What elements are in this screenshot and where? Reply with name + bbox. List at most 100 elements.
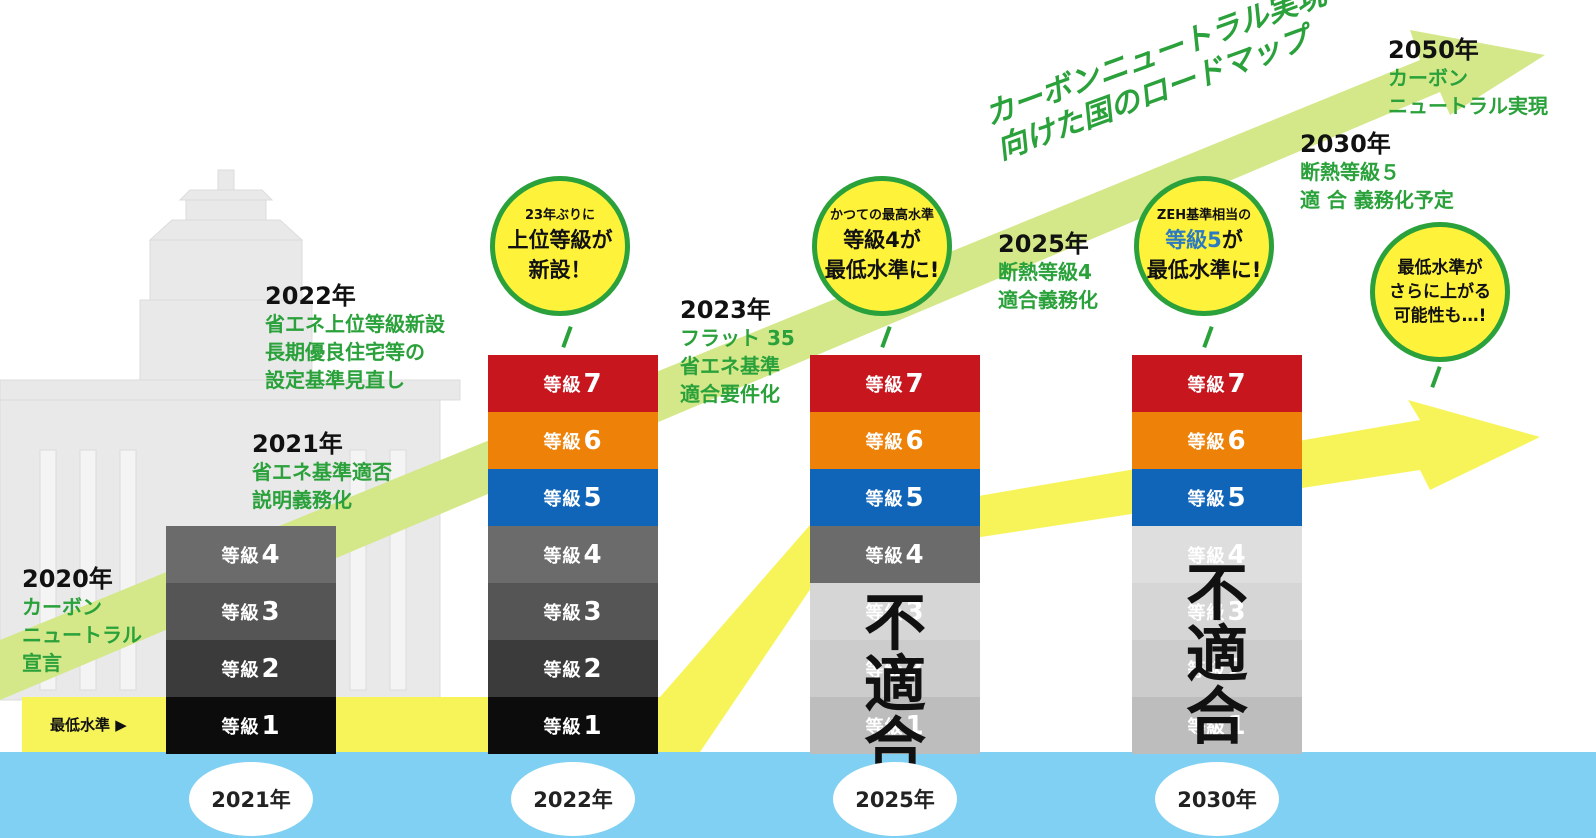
bubble-line: 等級4が — [843, 228, 921, 252]
bubble-line: 23年ぶりに — [524, 208, 596, 223]
grade-word: 等級 — [1187, 716, 1226, 738]
bubble-2022: 23年ぶりに 上位等級が 新設！ — [490, 176, 630, 316]
milestone-line: ニュートラル — [22, 623, 142, 647]
grade-word: 等級 — [1187, 545, 1226, 567]
grade-number: 4 — [583, 539, 603, 570]
grade-4-block: 等級 4 — [488, 526, 658, 583]
grade-word: 等級 — [543, 488, 582, 510]
grade-word: 等級 — [1187, 488, 1226, 510]
grade-number: 4 — [905, 539, 925, 570]
grade-1-block: 等級 1 — [488, 697, 658, 754]
grade-number: 5 — [905, 482, 925, 513]
grade-word: 等級 — [865, 659, 904, 681]
grade-5-block: 等級 5 — [810, 469, 980, 526]
milestone-line: 断熱等級4 — [998, 260, 1092, 284]
grade-1-block: 等級 1 — [166, 697, 336, 754]
milestone-line: カーボン — [1388, 66, 1468, 90]
grade-3-block-faded: 等級 3 — [1132, 583, 1302, 640]
grade-2-block: 等級 2 — [166, 640, 336, 697]
grade-word: 等級 — [543, 602, 582, 624]
grade-2-block-faded: 等級 2 — [810, 640, 980, 697]
grade-number: 3 — [905, 596, 925, 627]
grade-word: 等級 — [865, 602, 904, 624]
bubble-2030: ZEH基準相当の 等級5が 最低水準に! — [1134, 176, 1274, 316]
milestone-line: 省エネ上位等級新設 — [265, 312, 445, 336]
milestone-2021: 2021年 省エネ基準適否 説明義務化 — [252, 430, 392, 514]
grade-4-block-faded: 等級 4 — [1132, 526, 1302, 583]
grade-word: 等級 — [221, 545, 260, 567]
grade-word: 等級 — [865, 488, 904, 510]
milestone-line: 適合義務化 — [998, 288, 1098, 312]
milestone-line: ニュートラル実現 — [1388, 94, 1548, 118]
milestone-line: 長期優良住宅等の — [265, 340, 425, 364]
grade-number: 3 — [1227, 596, 1247, 627]
grade-2-block-faded: 等級 2 — [1132, 640, 1302, 697]
grade-5-block: 等級 5 — [1132, 469, 1302, 526]
milestone-line: 省エネ基準適否 — [252, 460, 392, 484]
bubble-line: 最低水準に! — [1146, 258, 1262, 282]
grade-1-block-faded: 等級 1 — [1132, 697, 1302, 754]
grade-word: 等級 — [1187, 602, 1226, 624]
grade-number: 4 — [1227, 539, 1247, 570]
grade-number: 4 — [261, 539, 281, 570]
timeline-year-2025: 2025年 — [833, 762, 957, 836]
minimum-level-label: 最低水準 ▶ — [50, 716, 127, 734]
milestone-2022: 2022年 省エネ上位等級新設 長期優良住宅等の 設定基準見直し — [265, 282, 445, 394]
milestone-year: 2021年 — [252, 430, 343, 458]
grade-number: 7 — [905, 368, 925, 399]
milestone-2030: 2030年 断熱等級５ 適 合 義務化予定 — [1300, 130, 1454, 214]
bubble-highlight: 等級5 — [1165, 228, 1222, 252]
grade-word: 等級 — [865, 374, 904, 396]
grade-number: 5 — [583, 482, 603, 513]
milestone-2050: 2050年 カーボン ニュートラル実現 — [1388, 36, 1548, 120]
grade-number: 6 — [583, 425, 603, 456]
milestone-year: 2023年 — [680, 296, 771, 324]
bubble-line: 最低水準が — [1397, 258, 1483, 278]
grade-number: 1 — [905, 710, 925, 741]
milestone-year: 2025年 — [998, 230, 1089, 258]
bubble-suffix: が — [1221, 228, 1243, 252]
timeline-year-2030: 2030年 — [1155, 762, 1279, 836]
milestone-2023: 2023年 フラット 35 省エネ基準 適合要件化 — [680, 296, 795, 408]
milestone-line: カーボン — [22, 595, 102, 619]
grade-6-block: 等級 6 — [810, 412, 980, 469]
grade-1-block-faded: 等級 1 — [810, 697, 980, 754]
bubble-line: 最低水準に! — [824, 258, 940, 282]
grade-word: 等級 — [221, 716, 260, 738]
bubble-line: 新設！ — [528, 258, 592, 282]
timeline-year-2021: 2021年 — [189, 762, 313, 836]
grade-word: 等級 — [543, 431, 582, 453]
grade-3-block-faded: 等級 3 — [810, 583, 980, 640]
timeline-year-2022: 2022年 — [511, 762, 635, 836]
grade-7-block: 等級 7 — [810, 355, 980, 412]
grade-number: 6 — [1227, 425, 1247, 456]
grade-number: 7 — [1227, 368, 1247, 399]
grade-number: 6 — [905, 425, 925, 456]
grade-5-block: 等級 5 — [488, 469, 658, 526]
grade-word: 等級 — [543, 374, 582, 396]
grade-7-block: 等級 7 — [488, 355, 658, 412]
grade-number: 3 — [261, 596, 281, 627]
milestone-2020: 2020年 カーボン ニュートラル 宣言 — [22, 565, 142, 677]
grade-word: 等級 — [221, 659, 260, 681]
grade-6-block: 等級 6 — [1132, 412, 1302, 469]
grade-7-block: 等級 7 — [1132, 355, 1302, 412]
milestone-year: 2022年 — [265, 282, 356, 310]
grade-number: 3 — [583, 596, 603, 627]
milestone-line: 説明義務化 — [252, 488, 352, 512]
milestone-year: 2020年 — [22, 565, 113, 593]
grade-word: 等級 — [543, 659, 582, 681]
grade-number: 1 — [583, 710, 603, 741]
grade-word: 等級 — [1187, 431, 1226, 453]
grade-number: 5 — [1227, 482, 1247, 513]
milestone-2025: 2025年 断熱等級4 適合義務化 — [998, 230, 1098, 314]
bubble-line: 可能性も…! — [1393, 306, 1487, 326]
bubble-line: さらに上がる — [1389, 282, 1491, 302]
milestone-line: 設定基準見直し — [265, 368, 405, 392]
grade-4-block: 等級 4 — [166, 526, 336, 583]
grade-word: 等級 — [1187, 374, 1226, 396]
grade-word: 等級 — [1187, 659, 1226, 681]
grade-6-block: 等級 6 — [488, 412, 658, 469]
milestone-line: 適合要件化 — [680, 382, 780, 406]
grade-2-block: 等級 2 — [488, 640, 658, 697]
